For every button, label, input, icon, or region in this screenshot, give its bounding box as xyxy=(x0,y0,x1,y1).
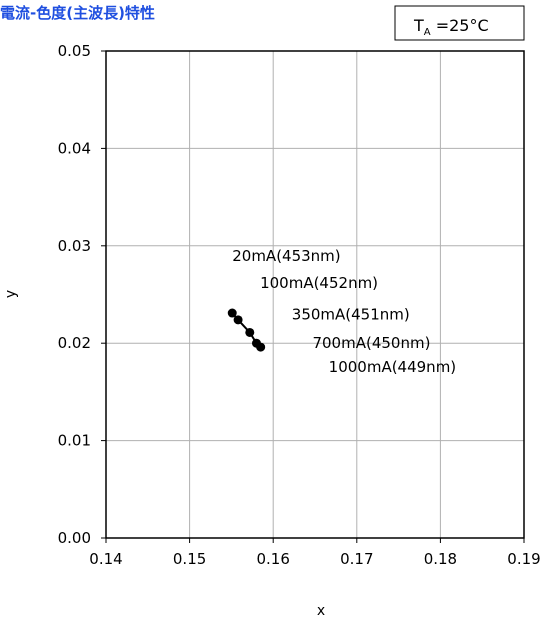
x-tick-label: 0.18 xyxy=(424,550,457,568)
data-point xyxy=(227,308,237,318)
x-axis-label: x xyxy=(317,603,325,619)
x-tick-label: 0.14 xyxy=(89,550,122,568)
y-axis-label: y xyxy=(3,290,19,298)
data-point xyxy=(256,342,266,352)
data-point xyxy=(233,315,243,325)
x-tick-label: 0.19 xyxy=(507,550,540,568)
y-tick-label: 0.04 xyxy=(58,139,91,157)
condition-box-frame xyxy=(394,5,525,41)
data-point-label: 20mA(453nm) xyxy=(232,247,340,265)
x-tick-label: 0.17 xyxy=(340,550,373,568)
data-point-label: 1000mA(449nm) xyxy=(329,358,457,376)
condition-value: =25°C xyxy=(431,16,489,35)
data-labels: 20mA(453nm) 100mA(452nm) 350mA(451nm) 700mA… xyxy=(232,247,456,376)
plot-border xyxy=(105,50,525,539)
condition-text: TA =25°C xyxy=(413,16,489,38)
series-group xyxy=(227,308,266,352)
condition-symbol: T xyxy=(413,16,424,35)
y-tick-label: 0.01 xyxy=(58,432,91,450)
x-tick-label: 0.15 xyxy=(173,550,206,568)
y-axis-ticks: 0.00 0.01 0.02 0.03 0.04 0.05 xyxy=(58,42,106,547)
grid-lines xyxy=(106,51,524,538)
data-point-label: 100mA(452nm) xyxy=(260,274,378,292)
condition-box: TA =25°C xyxy=(394,5,525,41)
data-point-label: 700mA(450nm) xyxy=(312,334,430,352)
x-axis-ticks: 0.14 0.15 0.16 0.17 0.18 0.19 xyxy=(89,538,541,568)
y-tick-label: 0.00 xyxy=(58,529,91,547)
y-tick-label: 0.03 xyxy=(58,237,91,255)
plot-area xyxy=(106,51,524,538)
data-point xyxy=(245,327,255,337)
y-tick-label: 0.05 xyxy=(58,42,91,60)
data-point-label: 350mA(451nm) xyxy=(292,305,410,323)
y-tick-label: 0.02 xyxy=(58,334,91,352)
chart-title: 電流-色度(主波長)特性 xyxy=(0,4,155,22)
condition-subscript: A xyxy=(424,27,431,38)
x-tick-label: 0.16 xyxy=(256,550,289,568)
